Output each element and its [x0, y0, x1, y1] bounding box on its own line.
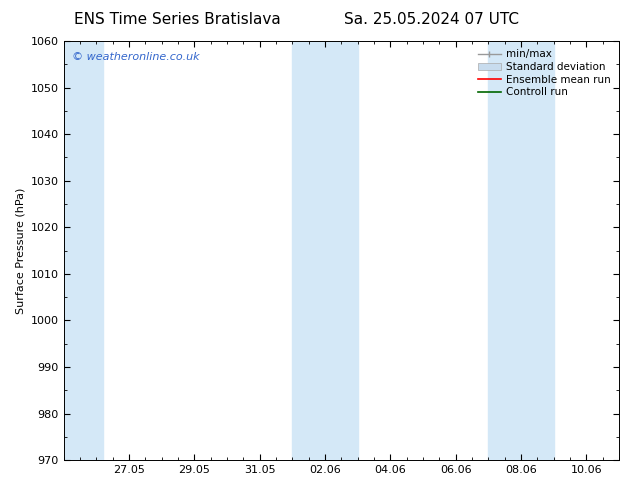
Legend: min/max, Standard deviation, Ensemble mean run, Controll run: min/max, Standard deviation, Ensemble me…: [475, 46, 614, 100]
Bar: [292, 41, 358, 460]
Text: ENS Time Series Bratislava: ENS Time Series Bratislava: [74, 12, 281, 27]
Y-axis label: Surface Pressure (hPa): Surface Pressure (hPa): [15, 187, 25, 314]
Bar: [63, 41, 103, 460]
Text: Sa. 25.05.2024 07 UTC: Sa. 25.05.2024 07 UTC: [344, 12, 519, 27]
Bar: [488, 41, 553, 460]
Text: © weatheronline.co.uk: © weatheronline.co.uk: [72, 51, 200, 62]
